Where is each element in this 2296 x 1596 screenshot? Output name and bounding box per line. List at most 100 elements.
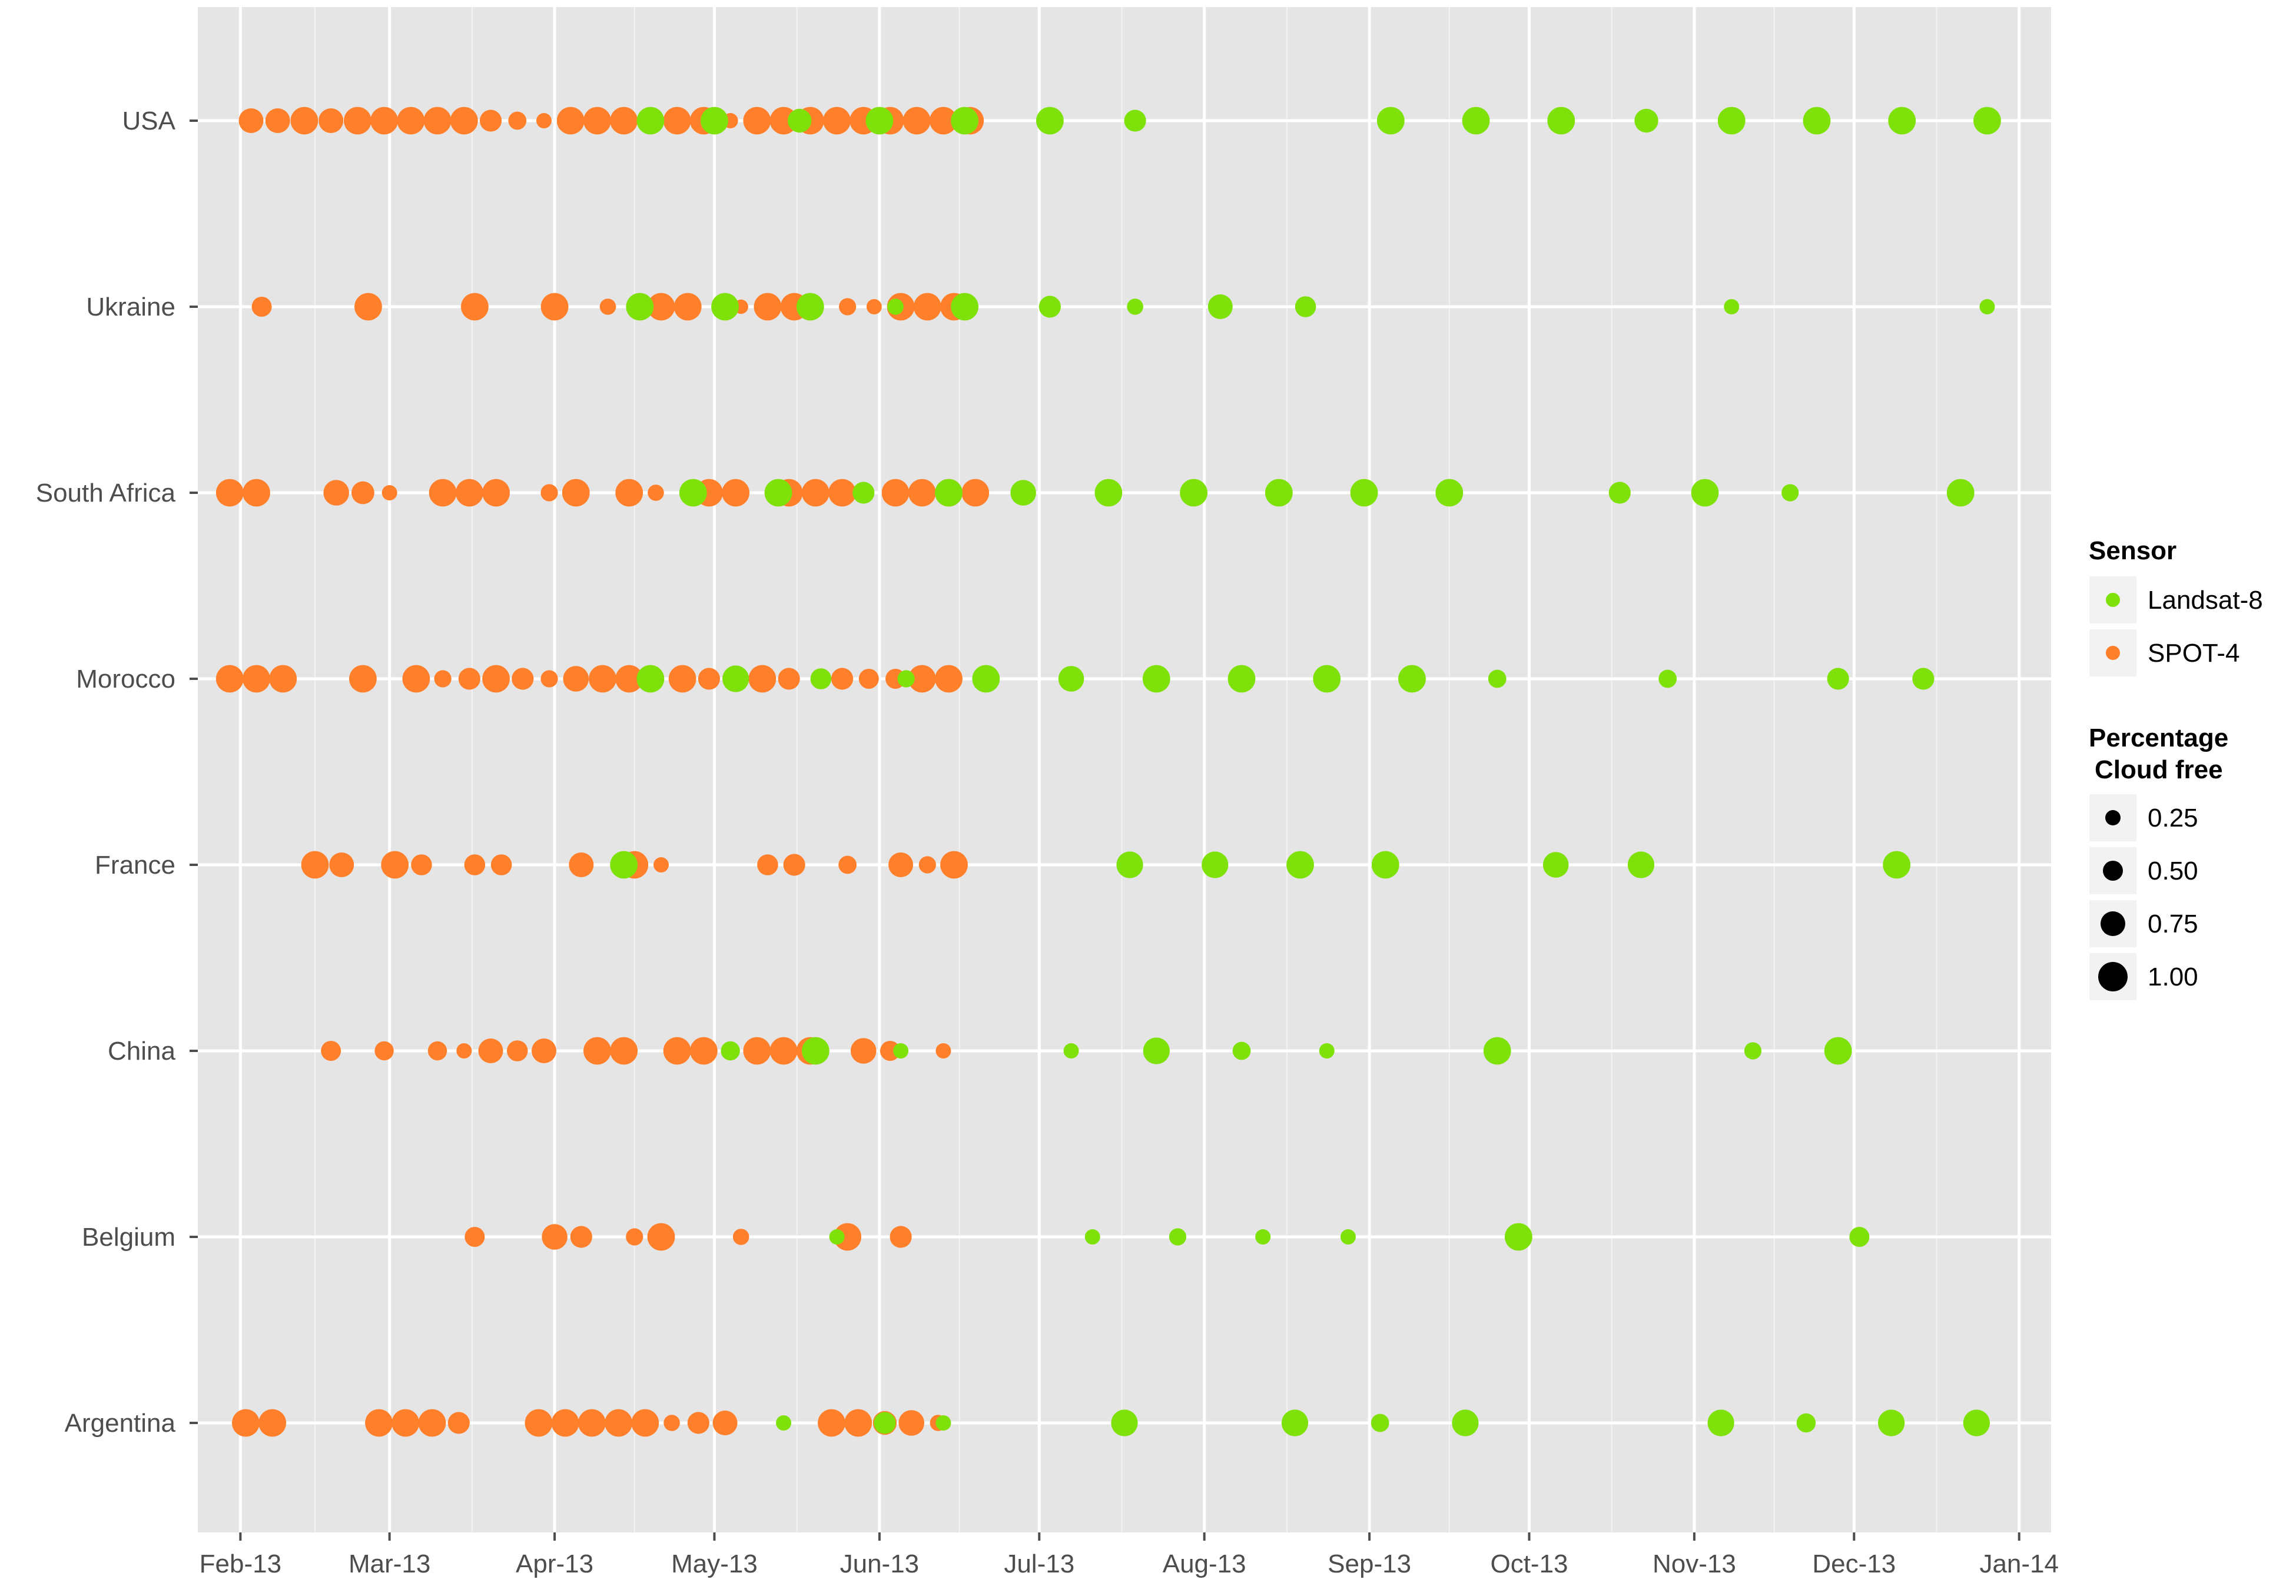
data-point bbox=[1036, 107, 1064, 135]
data-point bbox=[411, 854, 432, 875]
data-point bbox=[918, 856, 936, 874]
data-point bbox=[1963, 1409, 1990, 1436]
data-point bbox=[890, 1226, 912, 1248]
data-point bbox=[1398, 665, 1426, 693]
legend-title-sensor: Sensor bbox=[2089, 536, 2176, 565]
data-point bbox=[1116, 851, 1143, 878]
data-point bbox=[381, 485, 397, 500]
data-point bbox=[1376, 107, 1405, 135]
data-point bbox=[679, 479, 707, 507]
data-point bbox=[626, 1228, 643, 1246]
data-point bbox=[508, 111, 527, 130]
data-point bbox=[732, 1229, 749, 1245]
data-point bbox=[1803, 107, 1831, 135]
legend-size-swatch bbox=[2098, 962, 2128, 991]
data-point bbox=[482, 479, 510, 507]
data-point bbox=[698, 668, 721, 690]
legend-size-label: 0.75 bbox=[2148, 910, 2198, 938]
data-point bbox=[903, 107, 931, 135]
data-point bbox=[935, 479, 963, 507]
data-point bbox=[329, 852, 354, 877]
data-point bbox=[865, 107, 894, 135]
data-point bbox=[343, 107, 371, 135]
data-point bbox=[1371, 1413, 1389, 1432]
data-point bbox=[722, 479, 750, 507]
data-point bbox=[583, 107, 611, 135]
data-point bbox=[381, 851, 409, 879]
data-point bbox=[251, 297, 272, 317]
data-point bbox=[583, 1037, 611, 1065]
legend-size-swatch bbox=[2101, 911, 2125, 936]
data-point bbox=[578, 1409, 606, 1437]
data-point bbox=[1124, 110, 1146, 132]
data-point bbox=[687, 1412, 709, 1434]
data-point bbox=[215, 479, 244, 507]
data-point bbox=[551, 1409, 579, 1437]
data-point bbox=[391, 1409, 420, 1437]
data-point bbox=[648, 485, 664, 501]
data-point bbox=[1127, 298, 1143, 315]
data-point bbox=[1143, 1037, 1170, 1064]
data-point bbox=[269, 665, 297, 693]
data-point bbox=[563, 666, 589, 692]
data-point bbox=[626, 293, 654, 321]
data-point bbox=[450, 107, 478, 135]
data-point bbox=[610, 851, 638, 879]
data-point bbox=[265, 108, 290, 133]
data-point bbox=[913, 293, 941, 321]
x-tick-label: May-13 bbox=[671, 1549, 758, 1578]
data-point bbox=[874, 1412, 896, 1434]
x-tick-label: Jun-13 bbox=[840, 1549, 920, 1578]
data-point bbox=[898, 1410, 924, 1436]
data-point bbox=[423, 107, 452, 135]
data-point bbox=[1658, 669, 1677, 688]
data-point bbox=[935, 665, 963, 693]
data-point bbox=[783, 854, 805, 876]
data-point bbox=[1796, 1413, 1816, 1433]
legend-title-size: Cloud free bbox=[2095, 755, 2223, 784]
data-point bbox=[769, 1037, 798, 1065]
data-point bbox=[908, 665, 936, 693]
data-point bbox=[748, 665, 777, 693]
data-point bbox=[1169, 1228, 1187, 1246]
legend-label: SPOT-4 bbox=[2148, 639, 2240, 668]
data-point bbox=[1232, 1041, 1251, 1060]
legend-size-label: 1.00 bbox=[2148, 963, 2198, 991]
data-point bbox=[1627, 851, 1655, 878]
data-point bbox=[447, 1412, 470, 1434]
data-point bbox=[1435, 479, 1464, 507]
data-point bbox=[1084, 1229, 1100, 1245]
data-point bbox=[844, 1409, 872, 1437]
data-point bbox=[721, 1041, 740, 1061]
data-point bbox=[636, 107, 665, 135]
data-point bbox=[1010, 480, 1036, 506]
data-point bbox=[464, 854, 486, 875]
data-point bbox=[647, 1223, 675, 1251]
data-point bbox=[743, 107, 771, 135]
data-point bbox=[365, 1409, 393, 1437]
data-point bbox=[818, 1409, 845, 1437]
data-point bbox=[1255, 1229, 1271, 1245]
data-point bbox=[243, 479, 270, 507]
data-point bbox=[1371, 851, 1399, 879]
y-tick-label: Ukraine bbox=[86, 293, 175, 321]
data-point bbox=[1979, 299, 1995, 314]
data-point bbox=[1888, 107, 1916, 135]
data-point bbox=[858, 669, 879, 689]
data-point bbox=[290, 107, 318, 135]
data-point bbox=[828, 479, 856, 507]
data-point bbox=[570, 1226, 592, 1248]
data-point bbox=[888, 852, 914, 877]
data-point bbox=[479, 110, 502, 132]
data-point bbox=[1505, 1223, 1532, 1251]
data-point bbox=[1608, 482, 1631, 504]
data-point bbox=[1724, 299, 1740, 314]
y-tick-label: Argentina bbox=[65, 1409, 176, 1438]
data-point bbox=[636, 665, 665, 693]
data-point bbox=[1824, 1037, 1852, 1065]
data-point bbox=[458, 668, 480, 690]
data-point bbox=[1207, 294, 1233, 319]
data-point bbox=[972, 665, 1000, 693]
data-point bbox=[349, 665, 377, 693]
plot-panel bbox=[198, 7, 2051, 1532]
